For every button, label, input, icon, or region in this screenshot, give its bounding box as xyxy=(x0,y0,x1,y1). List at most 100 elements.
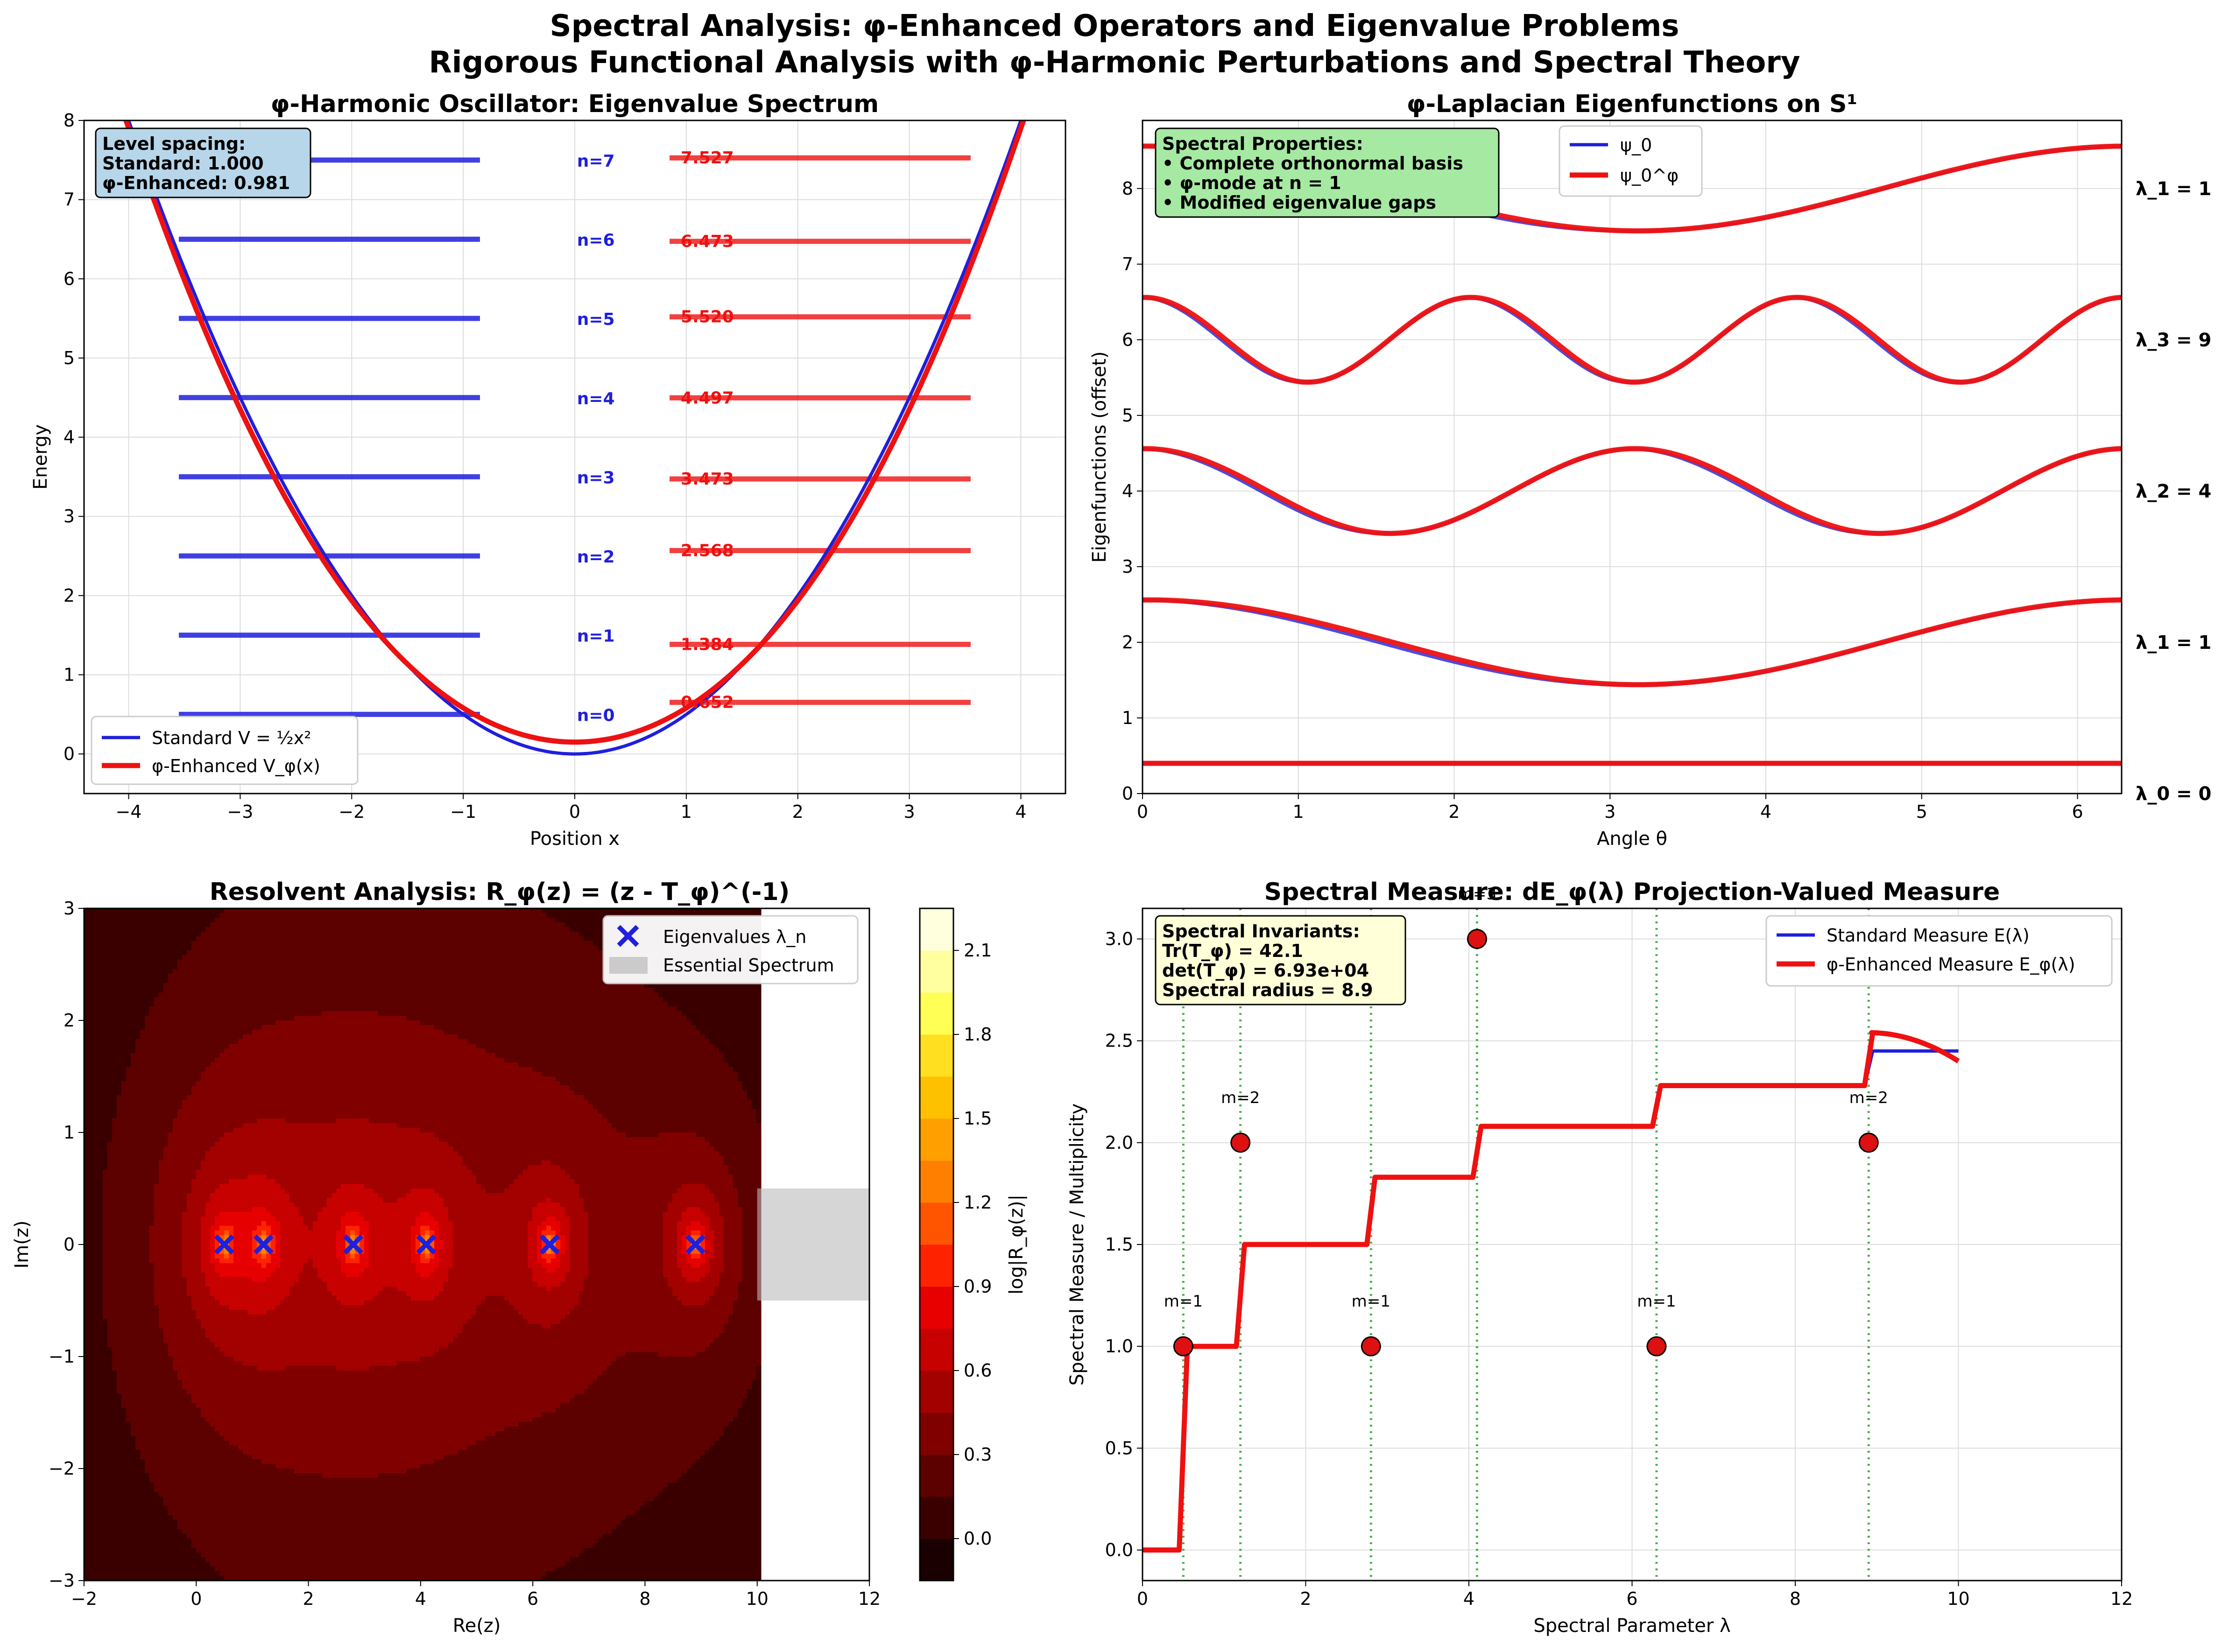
heatmap-cell xyxy=(430,941,435,946)
heatmap-cell xyxy=(728,1034,734,1040)
heatmap-cell xyxy=(341,988,346,993)
heatmap-cell xyxy=(663,1006,668,1012)
heatmap-cell xyxy=(420,1034,425,1040)
heatmap-cell xyxy=(668,1048,673,1054)
heatmap-cell xyxy=(224,922,229,928)
heatmap-cell xyxy=(420,927,425,932)
heatmap-cell xyxy=(714,1058,719,1063)
heatmap-cell xyxy=(406,932,411,937)
heatmap-cell xyxy=(360,1002,365,1007)
heatmap-cell xyxy=(509,964,514,970)
heatmap-cell xyxy=(537,946,542,951)
heatmap-cell xyxy=(570,936,575,942)
heatmap-cell xyxy=(528,1053,533,1058)
heatmap-cell xyxy=(630,988,635,993)
heatmap-cell xyxy=(444,1034,449,1040)
heatmap-cell xyxy=(257,1016,262,1021)
heatmap-cell xyxy=(537,913,542,918)
heatmap-cell xyxy=(411,964,416,970)
heatmap-cell xyxy=(187,983,192,988)
heatmap-cell xyxy=(229,1034,234,1040)
heatmap-cell xyxy=(574,997,579,1002)
heatmap-cell xyxy=(644,1048,649,1054)
heatmap-cell xyxy=(724,997,729,1002)
heatmap-cell xyxy=(173,950,178,956)
heatmap-cell xyxy=(93,960,99,965)
heatmap-cell xyxy=(635,1053,640,1058)
heatmap-cell xyxy=(140,932,145,937)
heatmap-cell xyxy=(453,974,458,979)
heatmap-cell xyxy=(402,950,407,956)
heatmap-cell xyxy=(430,988,435,993)
heatmap-cell xyxy=(668,1002,673,1007)
heatmap-cell xyxy=(565,936,570,942)
heatmap-cell xyxy=(416,974,421,979)
heatmap-cell xyxy=(126,1039,131,1044)
heatmap-cell xyxy=(383,988,388,993)
heatmap-cell xyxy=(369,936,374,942)
heatmap-cell xyxy=(537,1044,542,1049)
heatmap-cell xyxy=(728,1048,734,1054)
heatmap-cell xyxy=(458,918,463,923)
heatmap-cell xyxy=(509,1048,514,1054)
heatmap-cell xyxy=(724,1039,729,1044)
heatmap-cell xyxy=(355,918,360,923)
heatmap-cell xyxy=(135,1034,141,1040)
heatmap-cell xyxy=(177,964,183,970)
heatmap-cell xyxy=(551,927,556,932)
heatmap-cell xyxy=(542,988,547,993)
heatmap-cell xyxy=(588,1039,593,1044)
heatmap-cell xyxy=(602,908,607,914)
heatmap-cell xyxy=(392,1039,397,1044)
heatmap-cell xyxy=(294,922,299,928)
heatmap-cell xyxy=(224,960,229,965)
heatmap-cell xyxy=(121,1002,127,1007)
heatmap-cell xyxy=(145,1011,150,1016)
heatmap-cell xyxy=(121,1044,127,1049)
heatmap-cell xyxy=(159,908,164,914)
heatmap-cell xyxy=(565,1058,570,1063)
heatmap-cell xyxy=(163,1016,169,1021)
heatmap-cell xyxy=(247,941,253,946)
heatmap-cell xyxy=(224,992,229,998)
heatmap-cell xyxy=(635,992,640,998)
heatmap-cell xyxy=(346,964,351,970)
heatmap-cell xyxy=(742,1030,748,1035)
x-tick-label: −2 xyxy=(339,801,365,822)
heatmap-cell xyxy=(313,913,318,918)
heatmap-cell xyxy=(103,964,108,970)
heatmap-cell xyxy=(182,1034,187,1040)
heatmap-cell xyxy=(191,964,197,970)
heatmap-cell xyxy=(299,974,304,979)
heatmap-cell xyxy=(616,1044,621,1049)
heatmap-cell xyxy=(173,1020,178,1026)
heatmap-cell xyxy=(294,978,299,984)
heatmap-cell xyxy=(163,983,169,988)
heatmap-cell xyxy=(462,946,467,951)
heatmap-cell xyxy=(280,1006,285,1012)
heatmap-cell xyxy=(266,1016,271,1021)
heatmap-cell xyxy=(238,1039,243,1044)
heatmap-cell xyxy=(154,918,159,923)
heatmap-cell xyxy=(640,1053,645,1058)
heatmap-cell xyxy=(103,1053,108,1058)
heatmap-cell xyxy=(303,974,309,979)
heatmap-cell xyxy=(565,1044,570,1049)
heatmap-cell xyxy=(117,908,122,914)
heatmap-cell xyxy=(691,1034,696,1040)
heatmap-cell xyxy=(420,936,425,942)
heatmap-cell xyxy=(728,908,734,914)
heatmap-cell xyxy=(696,1011,701,1016)
y-tick-label: 7 xyxy=(1122,254,1133,274)
heatmap-cell xyxy=(233,978,239,984)
heatmap-cell xyxy=(149,978,155,984)
heatmap-cell xyxy=(425,1016,430,1021)
heatmap-cell xyxy=(700,1006,705,1012)
heatmap-cell xyxy=(126,1062,131,1068)
heatmap-cell xyxy=(504,1044,509,1049)
heatmap-cell xyxy=(201,1034,206,1040)
heatmap-cell xyxy=(303,927,309,932)
heatmap-cell xyxy=(196,1025,201,1030)
heatmap-cell xyxy=(317,1058,323,1063)
heatmap-cell xyxy=(425,908,430,914)
